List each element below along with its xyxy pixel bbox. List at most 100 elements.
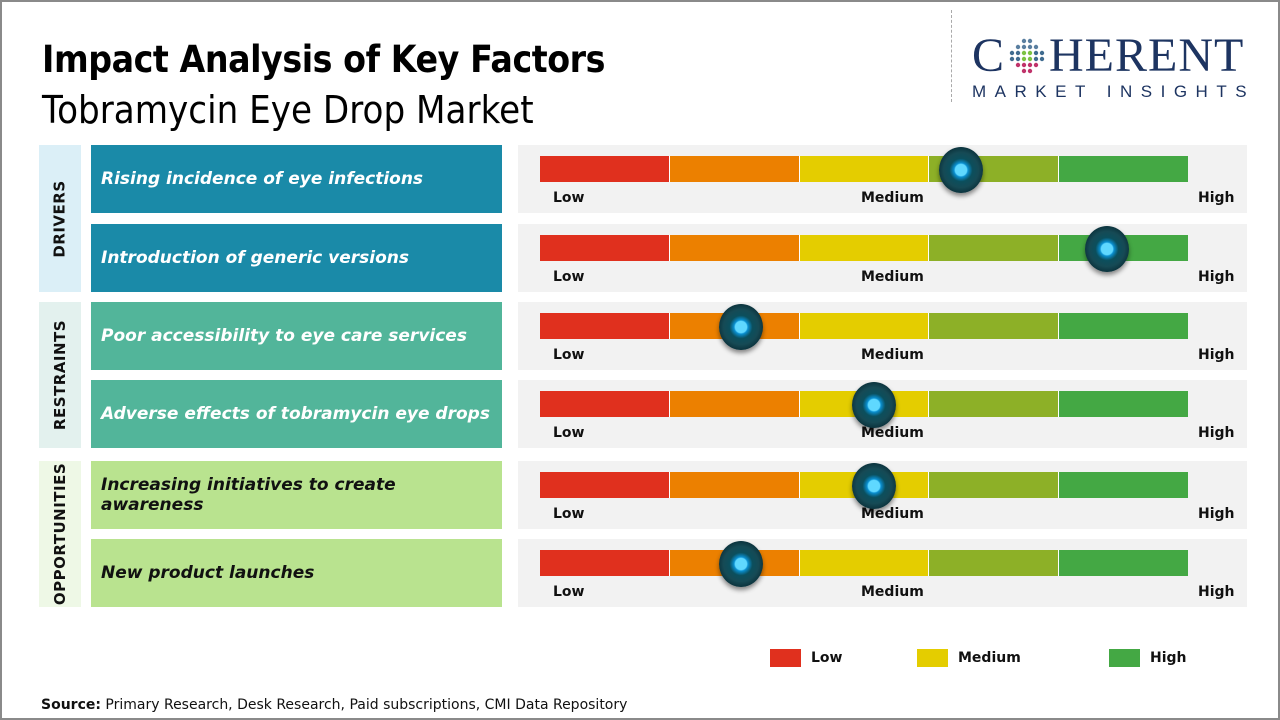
scale-segment-1	[540, 472, 670, 498]
company-logo: C HERENT MARKET INSIGHTS	[972, 32, 1255, 102]
impact-scale-bar	[540, 391, 1188, 417]
scale-segment-2	[669, 472, 800, 498]
globe-dot	[1009, 56, 1015, 62]
factor-label: Increasing initiatives to create awarene…	[91, 461, 502, 529]
scale-label-high: High	[1198, 190, 1235, 206]
category-restraints: RESTRAINTS	[39, 302, 81, 448]
globe-dot	[1015, 56, 1021, 62]
globe-dot	[1021, 62, 1027, 68]
category-label: RESTRAINTS	[51, 319, 70, 431]
impact-scale-bar	[540, 313, 1188, 339]
source-text: Primary Research, Desk Research, Paid su…	[100, 697, 628, 713]
category-drivers: DRIVERS	[39, 145, 81, 292]
impact-marker-knob	[718, 541, 763, 587]
globe-dot	[1027, 44, 1033, 50]
legend-label-low: Low	[811, 650, 843, 666]
globe-dot	[1027, 68, 1033, 74]
scale-segment-4	[929, 550, 1060, 576]
scale-label-high: High	[1198, 506, 1235, 522]
scale-segment-4	[929, 472, 1060, 498]
scale-segment-1	[540, 391, 670, 417]
scale-label-high: High	[1198, 425, 1235, 441]
scale-segment-4	[929, 391, 1060, 417]
scale-label-medium: Medium	[861, 269, 924, 285]
category-opportunities: OPPORTUNITIES	[39, 461, 81, 607]
scale-label-medium: Medium	[861, 584, 924, 600]
globe-dots-icon	[1009, 38, 1045, 74]
scale-segment-3	[799, 550, 930, 576]
factor-label: New product launches	[91, 539, 502, 607]
scale-segment-3	[799, 156, 930, 182]
impact-scale-bar	[540, 550, 1188, 576]
scale-segment-5	[1059, 391, 1188, 417]
globe-dot	[1033, 44, 1039, 50]
legend-swatch-high	[1109, 649, 1140, 667]
source-label: Source:	[41, 697, 101, 713]
scale-segment-5	[1059, 156, 1188, 182]
impact-scale-bar	[540, 156, 1188, 182]
scale-segment-2	[669, 235, 800, 261]
scale-segment-1	[540, 156, 670, 182]
factor-label: Poor accessibility to eye care services	[91, 302, 502, 370]
globe-dot	[1021, 44, 1027, 50]
scale-label-low: Low	[553, 269, 585, 285]
logo-wordmark: C HERENT	[972, 32, 1255, 80]
globe-dot	[1027, 50, 1033, 56]
globe-dot	[1021, 50, 1027, 56]
logo-letters-rest: HERENT	[1049, 29, 1245, 82]
factor-label: Introduction of generic versions	[91, 224, 502, 292]
scale-segment-5	[1059, 550, 1188, 576]
logo-letter-c: C	[972, 29, 1006, 82]
scale-label-high: High	[1198, 347, 1235, 363]
globe-dot	[1015, 62, 1021, 68]
legend-item-high: High	[1109, 649, 1187, 667]
scale-segment-3	[799, 235, 930, 261]
scale-segment-1	[540, 550, 670, 576]
category-label: DRIVERS	[51, 179, 70, 258]
page-subtitle: Tobramycin Eye Drop Market	[42, 88, 534, 132]
scale-label-medium: Medium	[861, 190, 924, 206]
globe-dot	[1027, 38, 1033, 44]
impact-marker-knob	[1085, 226, 1129, 272]
globe-dot	[1015, 44, 1021, 50]
header-divider	[951, 10, 952, 102]
scale-segment-2	[669, 391, 800, 417]
logo-tagline: MARKET INSIGHTS	[972, 82, 1256, 101]
legend-item-medium: Medium	[917, 649, 1021, 667]
globe-dot	[1027, 62, 1033, 68]
scale-segment-5	[1059, 472, 1188, 498]
scale-segment-5	[1059, 313, 1188, 339]
legend-label-medium: Medium	[958, 650, 1021, 666]
impact-marker-knob	[939, 147, 984, 193]
legend-swatch-low	[770, 649, 801, 667]
impact-marker-knob	[851, 463, 896, 509]
impact-gauge: Low Medium High	[518, 224, 1247, 292]
scale-label-medium: Medium	[861, 506, 924, 522]
scale-label-high: High	[1198, 584, 1235, 600]
legend-item-low: Low	[770, 649, 842, 667]
globe-dot	[1015, 50, 1021, 56]
legend-swatch-medium	[917, 649, 948, 667]
impact-gauge: Low Medium High	[518, 380, 1247, 448]
globe-dot	[1021, 68, 1027, 74]
globe-dot	[1039, 50, 1045, 56]
impact-gauge: Low Medium High	[518, 302, 1247, 370]
scale-label-low: Low	[553, 584, 585, 600]
scale-label-low: Low	[553, 347, 585, 363]
impact-gauge: Low Medium High	[518, 145, 1247, 213]
source-note: Source: Primary Research, Desk Research,…	[41, 697, 627, 713]
page-title: Impact Analysis of Key Factors	[42, 38, 605, 81]
globe-dot	[1021, 38, 1027, 44]
globe-dot	[1033, 56, 1039, 62]
scale-label-low: Low	[553, 506, 585, 522]
globe-dot	[1021, 56, 1027, 62]
scale-segment-4	[929, 235, 1060, 261]
factor-label: Adverse effects of tobramycin eye drops	[91, 380, 502, 448]
category-label: OPPORTUNITIES	[51, 462, 69, 606]
impact-marker-knob	[718, 304, 763, 350]
scale-label-low: Low	[553, 425, 585, 441]
scale-label-medium: Medium	[861, 425, 924, 441]
globe-dot	[1039, 56, 1045, 62]
impact-gauge: Low Medium High	[518, 461, 1247, 529]
